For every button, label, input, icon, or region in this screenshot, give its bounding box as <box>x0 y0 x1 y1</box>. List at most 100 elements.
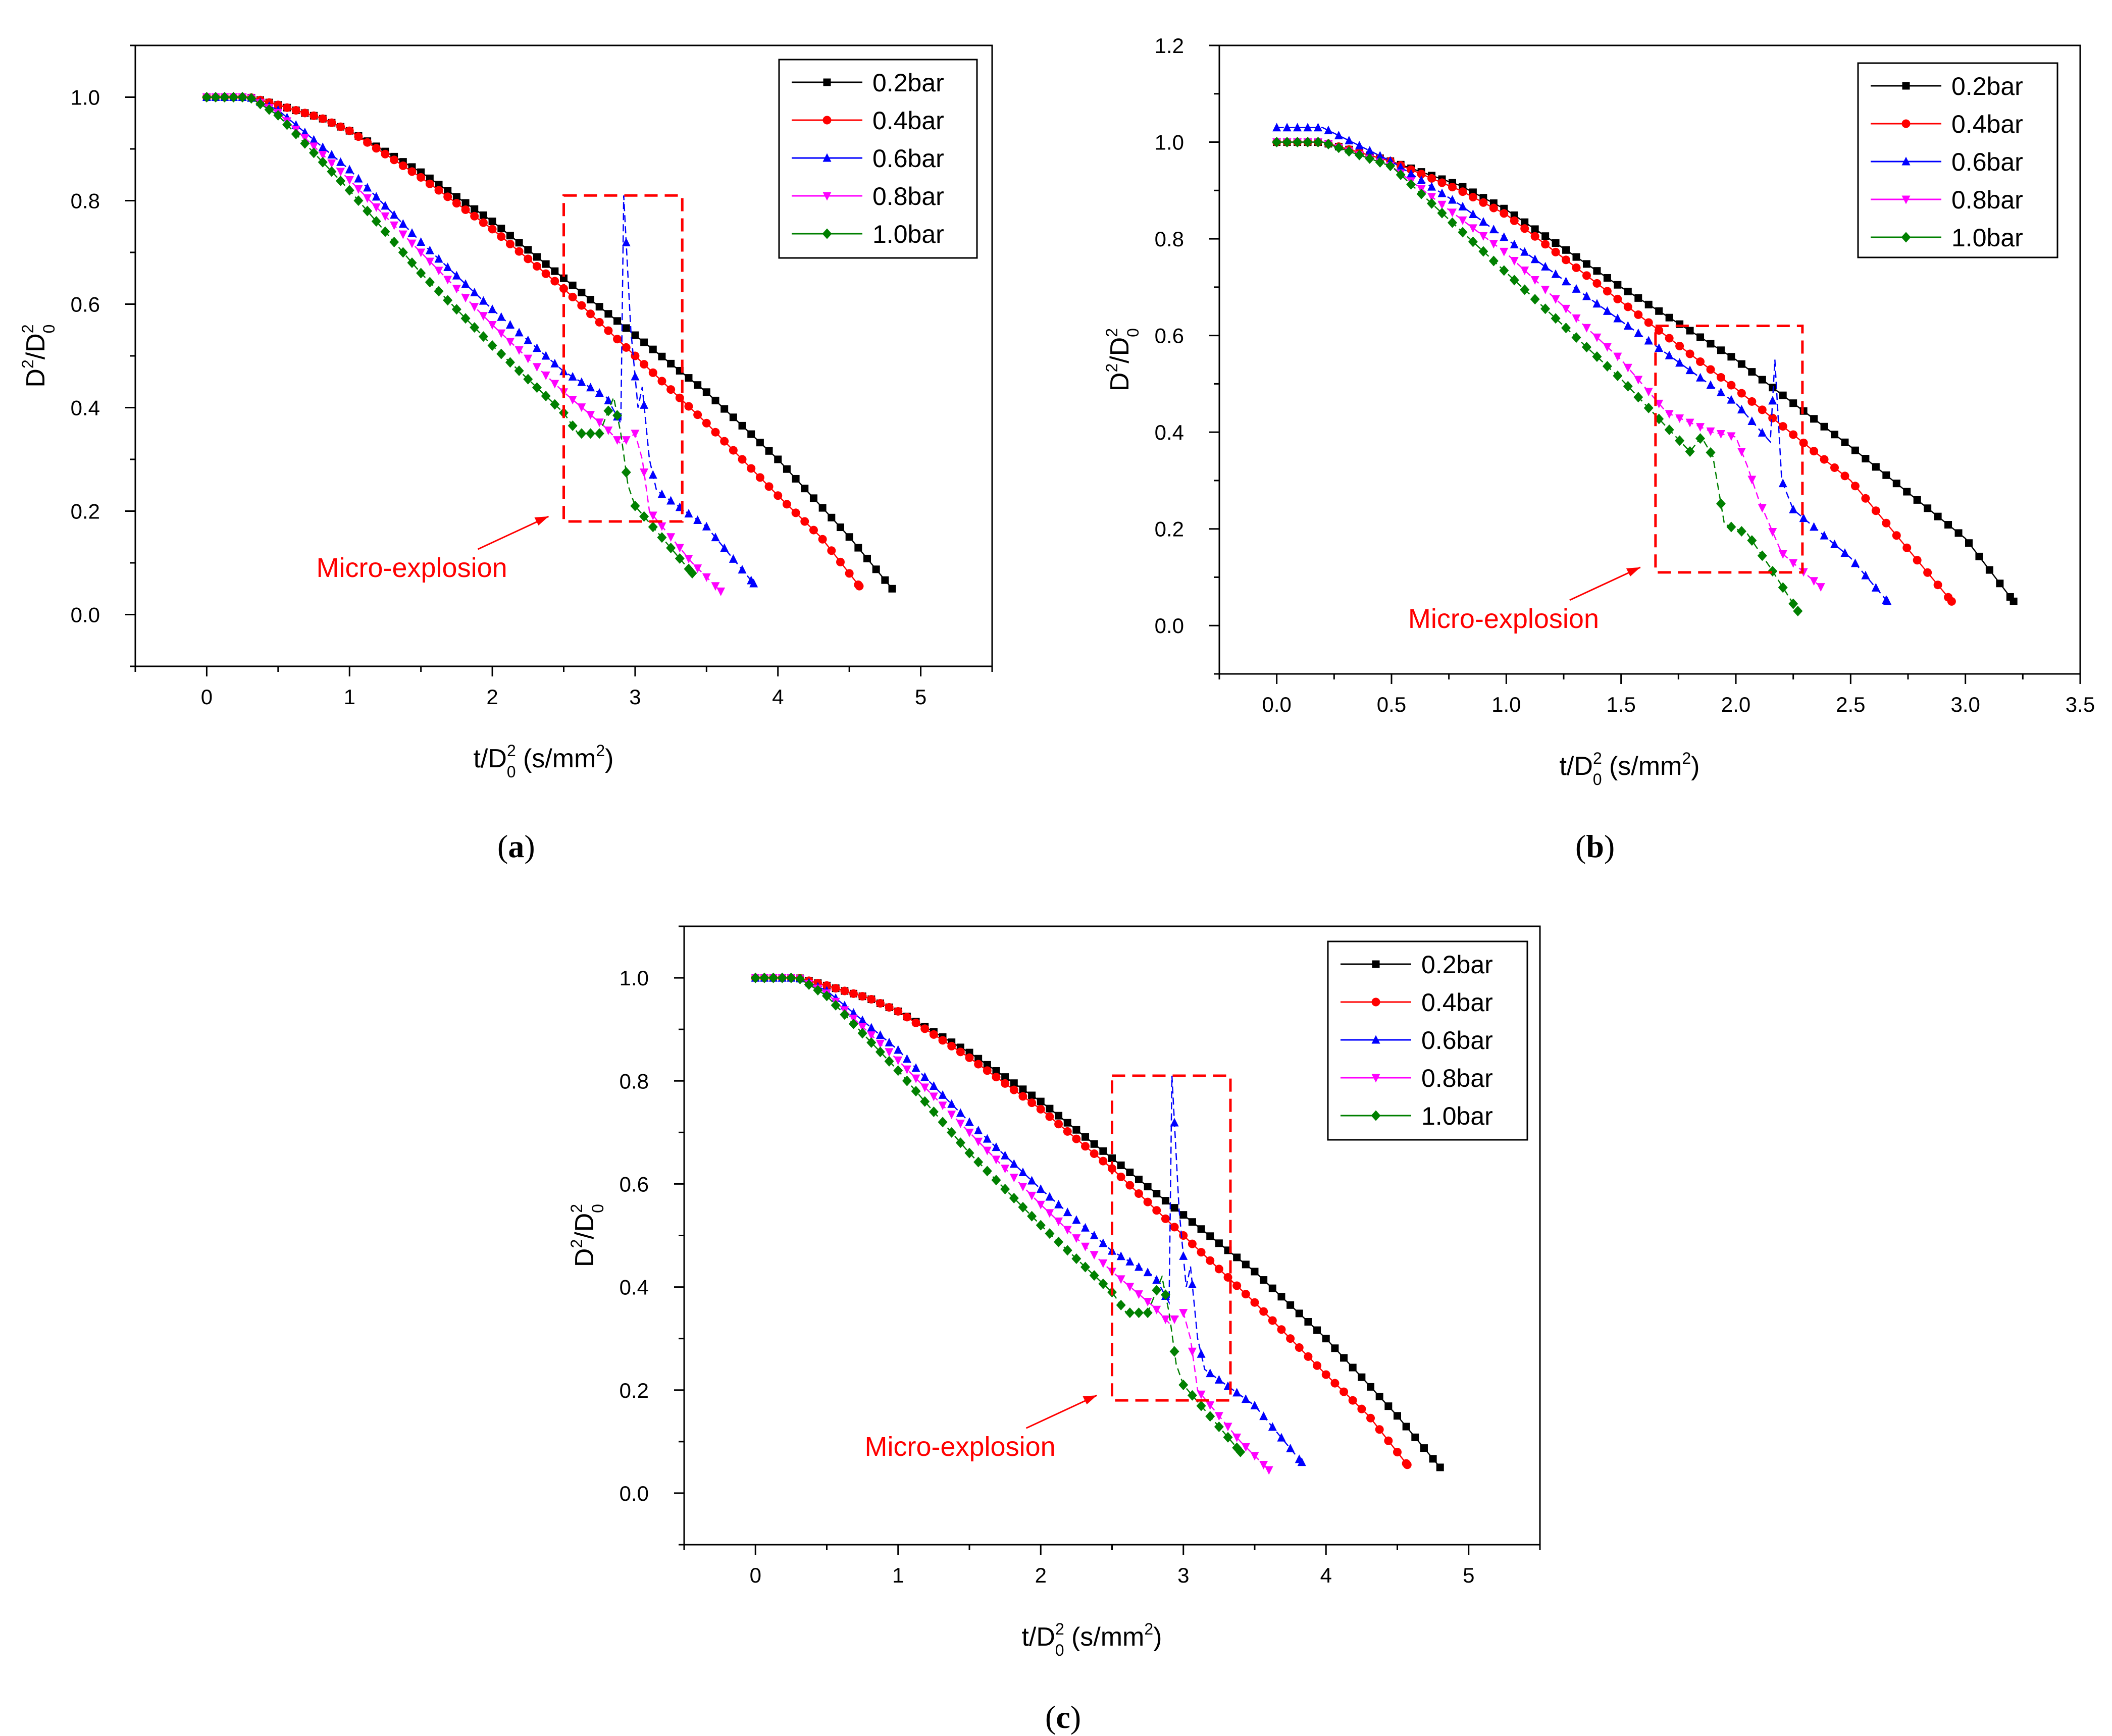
data-point <box>1277 1293 1285 1301</box>
data-point <box>1322 1335 1330 1343</box>
data-point <box>300 109 310 118</box>
data-point <box>1634 376 1643 385</box>
data-point <box>327 150 336 159</box>
data-point <box>854 544 862 552</box>
data-point <box>1215 1239 1223 1247</box>
chart-b: 0.0 0.5 1.0 1.5 2.0 2.5 3.0 3.5 0.0 0.2 0.4 0.6 0.8 1… <box>1103 34 2095 788</box>
x-tick-label: 3.5 <box>2066 693 2095 716</box>
data-point <box>443 295 453 306</box>
data-point <box>858 992 867 1001</box>
x-tick-label: 1.0 <box>1491 693 1521 716</box>
data-point <box>800 517 809 526</box>
data-point <box>612 410 623 421</box>
legend-marker <box>1901 195 1911 204</box>
data-point <box>1354 149 1364 161</box>
data-point <box>1333 142 1344 153</box>
data-point <box>1385 161 1396 172</box>
data-point <box>390 210 399 219</box>
data-point <box>416 268 426 279</box>
data-point <box>532 262 541 271</box>
data-point <box>1934 512 1942 520</box>
data-point <box>452 193 460 201</box>
data-point <box>1747 397 1757 406</box>
data-point <box>541 390 551 401</box>
data-point <box>630 500 640 511</box>
data-point <box>631 372 640 381</box>
data-point <box>1603 343 1612 352</box>
data-point <box>479 312 488 321</box>
data-point <box>211 92 221 102</box>
data-point <box>532 343 541 352</box>
data-point <box>505 357 515 368</box>
series-0.4bar <box>751 973 1412 1469</box>
data-point <box>1633 392 1643 403</box>
data-point <box>505 320 514 329</box>
data-point <box>1593 267 1601 275</box>
data-point <box>1510 239 1519 248</box>
data-point <box>1479 232 1488 241</box>
data-point <box>965 1053 974 1062</box>
x-tick-label: 5 <box>915 685 926 709</box>
data-point <box>1206 1401 1215 1410</box>
data-point <box>1779 391 1787 399</box>
data-point <box>1178 1380 1189 1391</box>
data-point <box>524 254 533 264</box>
data-point <box>765 447 773 455</box>
y-axis-label: D2/D2 0 <box>19 324 58 387</box>
data-point <box>920 1083 930 1092</box>
data-point <box>353 195 364 206</box>
data-point <box>1882 471 1890 479</box>
data-point <box>1624 287 1632 295</box>
data-point <box>398 219 407 228</box>
data-point <box>1259 1411 1268 1421</box>
data-point <box>461 199 470 207</box>
data-point <box>929 1107 939 1117</box>
data-point <box>1001 1150 1010 1160</box>
data-point <box>1947 597 1956 606</box>
data-point <box>1349 1363 1357 1372</box>
data-point <box>1407 169 1416 178</box>
data-point <box>956 1047 965 1057</box>
data-point <box>1572 253 1580 261</box>
series-line <box>207 96 754 584</box>
data-point <box>1581 342 1591 353</box>
data-point <box>1582 271 1591 280</box>
data-point <box>452 271 461 280</box>
data-point <box>541 269 550 278</box>
data-point <box>1530 232 1539 241</box>
data-point <box>983 1146 992 1155</box>
data-point <box>1747 416 1757 425</box>
y-tick-label: 0.6 <box>1155 324 1184 348</box>
series-line <box>755 977 1303 1463</box>
data-point <box>687 568 697 578</box>
data-point <box>1716 430 1725 439</box>
data-point <box>282 119 292 130</box>
data-point <box>1348 1396 1357 1405</box>
data-point <box>929 1092 938 1101</box>
data-point <box>1396 162 1405 171</box>
data-point <box>1313 137 1323 148</box>
data-point <box>836 557 845 566</box>
data-point <box>804 979 814 990</box>
data-point <box>1768 565 1778 576</box>
data-point <box>1170 1204 1178 1212</box>
data-point <box>1345 136 1354 145</box>
y-axis-label: D2/D2 0 <box>568 1204 607 1267</box>
data-point <box>711 533 720 542</box>
data-point <box>1018 1092 1027 1101</box>
data-point <box>1831 431 1839 439</box>
data-point <box>991 1175 1001 1186</box>
data-point <box>693 515 702 524</box>
data-point <box>318 142 327 151</box>
data-point <box>1707 340 1715 348</box>
data-point <box>1375 1393 1383 1401</box>
data-point <box>1872 463 1880 471</box>
y-tick-label: 0.4 <box>1155 420 1184 444</box>
data-point <box>1054 1236 1064 1247</box>
data-point <box>1072 1134 1081 1143</box>
data-point <box>1304 1318 1312 1326</box>
data-point <box>425 277 435 288</box>
data-point <box>443 276 452 285</box>
data-point <box>1862 455 1870 463</box>
data-point <box>1179 1251 1188 1260</box>
